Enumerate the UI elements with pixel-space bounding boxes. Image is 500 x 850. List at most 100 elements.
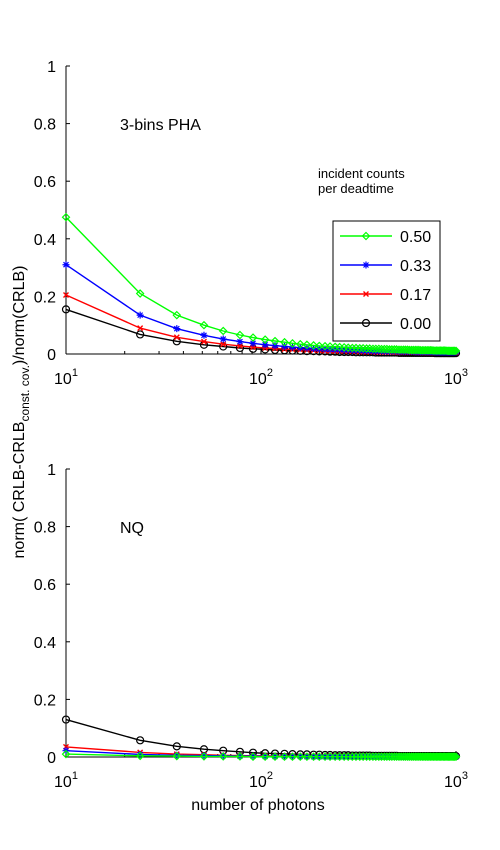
x-marker: [363, 291, 369, 297]
circle-marker: [61, 715, 71, 724]
legend: 0.50 0.33 0.17 0.00: [332, 220, 441, 342]
star-marker: [336, 346, 344, 354]
diamond-marker: [450, 752, 459, 762]
diamond-marker: [295, 752, 305, 762]
circle-marker: [61, 305, 71, 314]
diamond-marker: [270, 752, 280, 762]
diamond-marker: [358, 752, 368, 762]
series-0.50: [61, 749, 461, 762]
diamond-marker: [448, 752, 458, 762]
x-tick-label: 101: [54, 367, 78, 388]
star-marker: [331, 345, 339, 353]
diamond-marker: [288, 752, 297, 762]
y-tick-label: 0.6: [34, 577, 56, 594]
y-tick-label: 0: [47, 347, 56, 364]
x-marker: [236, 342, 243, 349]
x-marker: [200, 338, 207, 345]
x-tick-label: 102: [249, 367, 273, 388]
x-marker: [220, 341, 227, 348]
diamond-marker: [365, 752, 375, 762]
diamond-marker: [408, 752, 418, 762]
diamond-marker: [135, 751, 145, 761]
diamond-marker: [371, 344, 381, 354]
circle-marker: [219, 342, 228, 351]
legend-item: 0.33: [340, 258, 431, 275]
y-tick-label: 0.4: [34, 232, 56, 249]
x-tick-label: 101: [54, 770, 78, 791]
diamond-marker: [410, 345, 420, 355]
diamond-marker: [358, 343, 368, 353]
y-tick-label: 0.6: [34, 174, 56, 191]
diamond-marker: [362, 752, 371, 762]
y-tick-label: 0.2: [34, 692, 56, 709]
diamond-marker: [172, 751, 182, 761]
diamond-marker: [407, 752, 416, 762]
diamond-marker: [314, 341, 324, 351]
y-tick-label: 0.8: [34, 117, 56, 134]
x-tick-label: 102: [249, 770, 273, 791]
y-tick-label: 0.8: [34, 520, 56, 537]
x-marker: [63, 291, 69, 298]
diamond-marker: [248, 333, 258, 342]
diamond-marker: [288, 338, 297, 348]
diamond-marker: [371, 752, 381, 762]
star-marker: [261, 341, 269, 349]
diamond-marker: [451, 752, 461, 762]
diamond-marker: [368, 752, 378, 762]
legend-label: 0.50: [400, 229, 431, 246]
y-tick-label: 1: [47, 462, 56, 479]
diamond-marker: [355, 752, 365, 762]
diamond-marker: [302, 340, 312, 350]
star-marker: [173, 325, 181, 333]
circle-marker: [136, 330, 145, 339]
legend-label: 0.33: [400, 258, 431, 275]
diamond-marker: [61, 749, 71, 759]
x-marker: [137, 325, 144, 332]
star-marker: [344, 346, 352, 354]
diamond-marker: [368, 344, 378, 354]
star-marker: [136, 311, 144, 319]
legend-item: 0.50: [340, 229, 431, 246]
diamond-marker: [309, 341, 318, 350]
star-marker: [200, 331, 208, 339]
legend-item: 0.00: [340, 316, 431, 333]
diamond-marker: [61, 212, 71, 222]
legend-title-line1: incident counts: [318, 166, 405, 181]
y-tick-label: 0.2: [34, 289, 56, 306]
diamond-marker: [365, 344, 375, 353]
top-panel: 0 0.2 0.4 0.6 0.8 1 101 102 103 3-bins PHA inciden…: [34, 59, 468, 388]
star-marker: [348, 346, 356, 354]
star-marker: [362, 261, 370, 269]
star-marker: [271, 342, 279, 350]
diamond-marker: [135, 289, 145, 298]
y-tick-label: 1: [47, 59, 56, 76]
diamond-marker: [448, 346, 458, 356]
circle-marker: [172, 742, 181, 751]
diamond-marker: [362, 344, 371, 353]
diamond-marker: [218, 752, 228, 761]
diamond-marker: [361, 231, 371, 241]
panel-annotation: 3-bins PHA: [120, 117, 201, 134]
y-tick-label: 0.4: [34, 635, 56, 652]
legend-label: 0.00: [400, 316, 431, 333]
x-axis-label: number of photons: [191, 797, 324, 814]
ylabel-tail: )/norm(CRLB): [11, 266, 28, 366]
diamond-marker: [280, 752, 289, 762]
series-0.50: [61, 212, 461, 356]
diamond-marker: [314, 752, 324, 762]
diamond-marker: [270, 336, 280, 346]
circle-marker: [136, 736, 145, 745]
diamond-marker: [347, 752, 357, 762]
star-marker: [236, 338, 244, 346]
diamond-marker: [295, 339, 305, 349]
star-marker: [136, 750, 144, 758]
star-marker: [352, 346, 360, 354]
x-marker: [173, 334, 180, 341]
x-tick-label: 103: [444, 367, 468, 388]
diamond-marker: [199, 320, 209, 330]
diamond-marker: [374, 344, 384, 354]
diamond-marker: [280, 337, 289, 347]
ylabel-main: norm( CRLB-CRLB: [11, 422, 28, 559]
diamond-marker: [235, 752, 245, 761]
